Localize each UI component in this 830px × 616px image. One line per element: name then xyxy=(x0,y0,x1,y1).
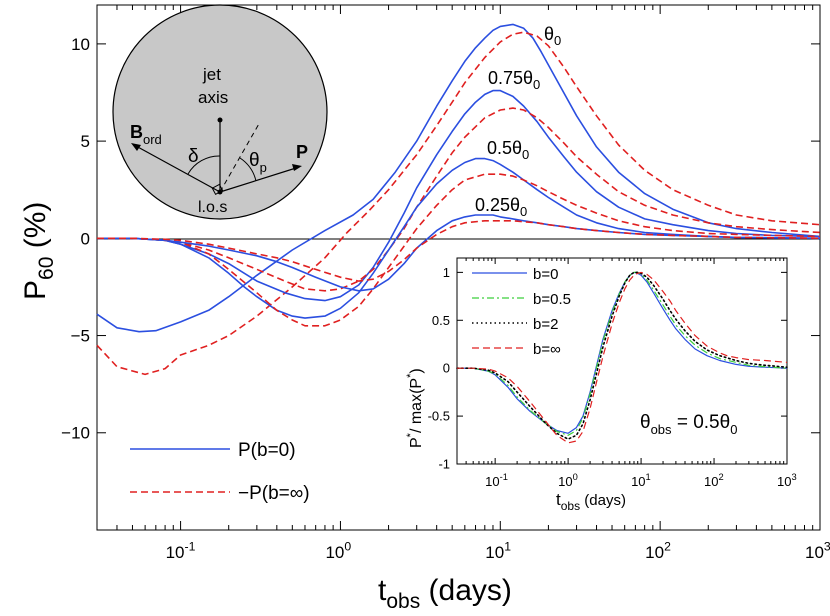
x-tick-label: 100 xyxy=(558,472,578,489)
inset-legend-label-binf: b=∞ xyxy=(533,341,561,358)
series-line-1 xyxy=(96,31,821,376)
los-dot xyxy=(217,189,223,195)
inset-legend-label-b05: b=0.5 xyxy=(533,291,571,308)
legend-label-b0: P(b=0) xyxy=(238,440,296,461)
y-tick-label: −5 xyxy=(71,327,90,346)
axis-label: axis xyxy=(198,88,228,107)
curve-label-theta0: θ0 xyxy=(544,24,561,48)
inset-legend: b=0 b=0.5 b=2 b=∞ xyxy=(472,266,571,358)
x-tick-label: 100 xyxy=(325,539,351,562)
geometry-diagram: jet axis Bord δ θp P l.o.s xyxy=(112,4,328,220)
y-tick-label: -1 xyxy=(438,457,450,472)
series-line-3 xyxy=(97,107,821,292)
series-line-1 xyxy=(457,271,788,436)
y-tick-label: 0 xyxy=(81,229,90,248)
y-tick-label: 0.5 xyxy=(432,313,450,328)
bord-vector xyxy=(135,145,221,193)
inset-legend-label-b2: b=2 xyxy=(533,316,558,333)
los-label: l.o.s xyxy=(198,199,227,216)
x-tick-label: 103 xyxy=(805,539,830,562)
jet-axis-dot xyxy=(217,117,223,123)
projected-line xyxy=(219,121,261,193)
bord-label: Bord xyxy=(130,122,162,147)
y-tick-label: 10 xyxy=(71,35,90,54)
x-tick-label: 102 xyxy=(704,472,724,489)
y-tick-label: 5 xyxy=(81,132,90,151)
inset-plot: 10-1 100 101 102 103 -1 -0.5 0 0.5 1 xyxy=(428,257,797,489)
series-line-0 xyxy=(96,23,821,333)
series-line-7 xyxy=(97,220,821,282)
legend-label-binf: −P(b=∞) xyxy=(238,483,310,504)
series-line-5 xyxy=(97,173,821,327)
p-vector xyxy=(219,167,297,193)
x-tick-label: 101 xyxy=(485,539,511,562)
theta-p-arc xyxy=(239,157,257,182)
series-line-2 xyxy=(97,89,821,302)
curve-label-025theta0: 0.25θ0 xyxy=(475,195,527,219)
inset-ticks: 10-1 100 101 102 103 -1 -0.5 0 0.5 1 xyxy=(428,258,797,489)
y-tick-label: -0.5 xyxy=(428,409,450,424)
inset-x-axis-label: tobs (days) xyxy=(556,490,626,513)
main-series xyxy=(96,23,821,376)
delta-label: δ xyxy=(188,146,199,167)
theta-p-label: θp xyxy=(249,150,267,175)
x-tick-label: 103 xyxy=(777,472,797,489)
x-tick-label: 101 xyxy=(631,472,651,489)
series-line-3 xyxy=(457,271,788,444)
x-tick-label: 102 xyxy=(645,539,671,562)
inset-annotation: θobs = 0.5θ0 xyxy=(640,412,737,437)
p-label: P xyxy=(296,142,308,162)
y-tick-label: 1 xyxy=(443,265,450,280)
y-tick-label: 0 xyxy=(443,361,450,376)
p-arrowhead xyxy=(292,164,302,171)
main-legend: P(b=0) −P(b=∞) xyxy=(130,440,310,504)
inset-series xyxy=(456,271,788,444)
series-line-2 xyxy=(456,271,788,440)
x-tick-label: 10-1 xyxy=(166,539,196,562)
delta-arc xyxy=(187,155,221,175)
bord-arrowhead xyxy=(131,143,141,151)
inset-legend-label-b0: b=0 xyxy=(533,266,558,283)
curve-labels: θ0 0.75θ0 0.5θ0 0.25θ0 xyxy=(475,24,561,219)
main-y-axis-label: P60 (%) xyxy=(19,202,58,300)
series-line-4 xyxy=(97,157,821,319)
curve-label-075theta0: 0.75θ0 xyxy=(488,68,540,92)
inset-y-axis-label: P*/ max(P*) xyxy=(405,368,425,448)
y-tick-label: −10 xyxy=(61,424,90,443)
x-tick-label: 10-1 xyxy=(485,472,508,489)
main-x-axis-label: tobs (days) xyxy=(378,574,512,613)
diagram-circle xyxy=(112,4,328,220)
jet-label: jet xyxy=(202,65,221,84)
curve-label-05theta0: 0.5θ0 xyxy=(487,138,529,162)
